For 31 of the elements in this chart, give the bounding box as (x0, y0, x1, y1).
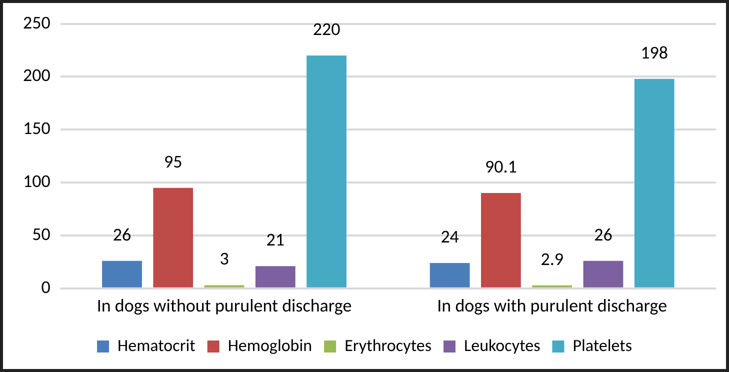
data-label: 198 (640, 41, 668, 64)
y-tick-label: 200 (22, 64, 50, 86)
bar (255, 266, 296, 288)
data-label: 26 (112, 223, 132, 246)
legend-label: Platelets (572, 334, 632, 356)
data-label: 95 (164, 150, 182, 172)
data-label: 24 (440, 226, 459, 248)
y-tick-label: 250 (22, 11, 50, 34)
data-label: 3 (220, 248, 229, 270)
y-tick-label: 100 (22, 170, 50, 192)
bar (306, 56, 346, 288)
data-label: 26 (594, 223, 612, 246)
data-label: 220 (312, 18, 340, 40)
bar (634, 78, 674, 288)
bar (583, 260, 624, 288)
legend-label: Erythrocytes (344, 334, 432, 356)
legend-label: Hematocrit (118, 334, 196, 356)
bar (153, 188, 194, 288)
bar (481, 193, 521, 288)
data-label: 21 (266, 228, 285, 251)
x-tick-label: In dogs with purulent discharge (437, 294, 668, 317)
y-tick-label: 50 (32, 222, 50, 245)
x-tick-label: In dogs without purulent discharge (96, 294, 352, 317)
y-tick-label: 0 (41, 276, 50, 298)
legend-label: Hemoglobin (228, 334, 312, 356)
bar (102, 260, 142, 288)
data-label: 90.1 (484, 156, 517, 178)
data-label: 2.9 (540, 248, 564, 270)
y-tick-label: 150 (22, 117, 50, 140)
bar (430, 263, 470, 288)
legend-label: Leukocytes (464, 334, 541, 356)
